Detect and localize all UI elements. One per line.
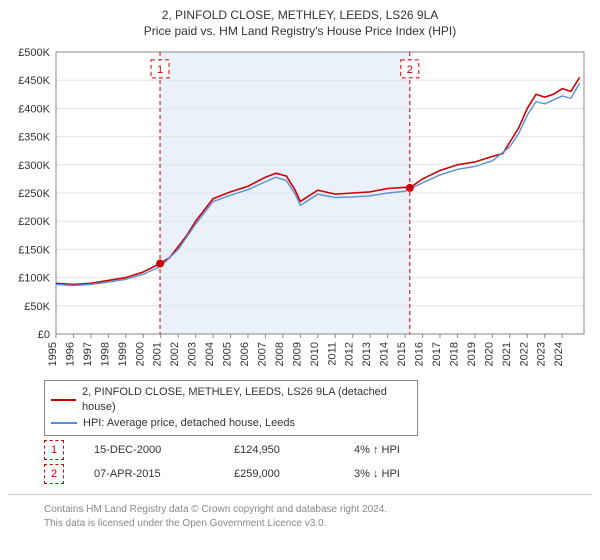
tx-delta: 4% ↑ HPI <box>354 444 400 456</box>
svg-text:1996: 1996 <box>64 342 76 366</box>
svg-text:2013: 2013 <box>361 342 373 366</box>
svg-text:£350K: £350K <box>18 132 50 144</box>
svg-text:£150K: £150K <box>18 244 50 256</box>
svg-text:2006: 2006 <box>239 342 251 366</box>
svg-text:2015: 2015 <box>396 342 408 366</box>
svg-text:2002: 2002 <box>169 342 181 366</box>
svg-text:2016: 2016 <box>414 342 426 366</box>
footer-line-2: This data is licensed under the Open Gov… <box>44 517 592 531</box>
svg-text:£100K: £100K <box>18 273 50 285</box>
tx-marker: 2 <box>44 464 64 484</box>
svg-text:2: 2 <box>407 64 413 76</box>
svg-text:2010: 2010 <box>309 342 321 366</box>
title-line-2: Price paid vs. HM Land Registry's House … <box>8 24 592 38</box>
legend-item-subject: 2, PINFOLD CLOSE, METHLEY, LEEDS, LS26 9… <box>51 385 411 416</box>
svg-text:1997: 1997 <box>82 342 94 366</box>
title-line-1: 2, PINFOLD CLOSE, METHLEY, LEEDS, LS26 9… <box>8 8 592 22</box>
svg-text:1998: 1998 <box>99 342 111 366</box>
divider <box>8 494 592 495</box>
legend-label-hpi: HPI: Average price, detached house, Leed… <box>83 416 295 431</box>
legend-label-subject: 2, PINFOLD CLOSE, METHLEY, LEEDS, LS26 9… <box>82 385 411 416</box>
legend-swatch-subject <box>51 399 76 401</box>
legend: 2, PINFOLD CLOSE, METHLEY, LEEDS, LS26 9… <box>44 380 418 436</box>
svg-text:£0: £0 <box>38 329 50 341</box>
transaction-list: 1 15-DEC-2000 £124,950 4% ↑ HPI 2 07-APR-2015… <box>8 440 592 484</box>
svg-text:2005: 2005 <box>222 342 234 366</box>
svg-text:1995: 1995 <box>47 342 59 366</box>
svg-text:£300K: £300K <box>18 160 50 172</box>
svg-text:£500K: £500K <box>18 47 50 59</box>
svg-text:2009: 2009 <box>291 342 303 366</box>
svg-text:2014: 2014 <box>379 342 391 366</box>
svg-text:2018: 2018 <box>448 342 460 366</box>
svg-text:£450K: £450K <box>18 75 50 87</box>
svg-text:£50K: £50K <box>24 301 50 313</box>
svg-text:2020: 2020 <box>483 342 495 366</box>
transaction-row: 2 07-APR-2015 £259,000 3% ↓ HPI <box>44 464 592 484</box>
svg-text:1999: 1999 <box>117 342 129 366</box>
svg-text:£250K: £250K <box>18 188 50 200</box>
svg-text:2023: 2023 <box>536 342 548 366</box>
tx-marker: 1 <box>44 440 64 460</box>
footer-line-1: Contains HM Land Registry data © Crown c… <box>44 503 592 517</box>
svg-text:2001: 2001 <box>152 342 164 366</box>
legend-swatch-hpi <box>51 422 77 424</box>
svg-text:2007: 2007 <box>256 342 268 366</box>
svg-text:2024: 2024 <box>553 342 565 366</box>
svg-text:2008: 2008 <box>274 342 286 366</box>
price-chart: £0 £50K £100K £150K £200K £250K £300K £350K £400… <box>8 44 592 374</box>
svg-text:1: 1 <box>157 64 163 76</box>
chart-title-block: 2, PINFOLD CLOSE, METHLEY, LEEDS, LS26 9… <box>8 8 592 38</box>
legend-item-hpi: HPI: Average price, detached house, Leed… <box>51 416 411 431</box>
tx-price: £259,000 <box>234 468 324 480</box>
transaction-row: 1 15-DEC-2000 £124,950 4% ↑ HPI <box>44 440 592 460</box>
svg-text:2003: 2003 <box>187 342 199 366</box>
footer: Contains HM Land Registry data © Crown c… <box>44 503 592 530</box>
svg-text:£200K: £200K <box>18 216 50 228</box>
tx-date: 07-APR-2015 <box>94 468 204 480</box>
svg-text:2011: 2011 <box>326 342 338 366</box>
svg-text:2019: 2019 <box>466 342 478 366</box>
tx-price: £124,950 <box>234 444 324 456</box>
svg-text:£400K: £400K <box>18 103 50 115</box>
svg-text:2017: 2017 <box>431 342 443 366</box>
chart-svg: £0 £50K £100K £150K £200K £250K £300K £350K £400… <box>8 44 592 374</box>
svg-text:2004: 2004 <box>204 342 216 366</box>
svg-text:2022: 2022 <box>518 342 530 366</box>
tx-date: 15-DEC-2000 <box>94 444 204 456</box>
tx-delta: 3% ↓ HPI <box>354 468 400 480</box>
svg-text:2021: 2021 <box>501 342 513 366</box>
svg-text:2012: 2012 <box>344 342 356 366</box>
svg-text:2000: 2000 <box>134 342 146 366</box>
